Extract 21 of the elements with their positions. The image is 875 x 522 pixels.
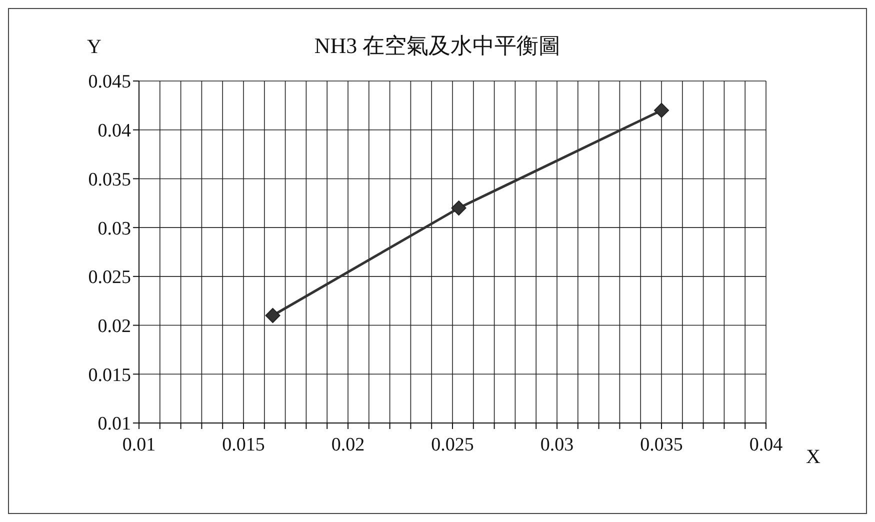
y-axis-title: Y [87,36,102,58]
x-tick-label: 0.04 [749,434,784,456]
y-tick-label: 0.03 [98,218,131,240]
y-tick-label: 0.02 [98,316,131,338]
x-axis-title: X [806,446,821,468]
y-tick-label: 0.045 [88,72,131,93]
chart-title: NH3 在空氣及水中平衡圖 [314,33,561,58]
x-tick-label: 0.01 [122,434,156,456]
point [451,200,466,216]
point [265,308,280,324]
point [654,102,669,118]
x-tick-label: 0.035 [640,434,683,456]
x-tick-label: 0.025 [431,434,474,456]
y-tick-label: 0.04 [98,120,132,142]
x-tick-label: 0.03 [540,434,574,456]
x-tick-label: 0.015 [222,434,265,456]
y-tick-label: 0.015 [88,364,131,386]
y-tick-label: 0.035 [88,169,131,190]
x-tick-label: 0.02 [331,434,365,456]
y-tick-label: 0.01 [98,414,131,435]
y-tick-label: 0.025 [88,267,131,288]
